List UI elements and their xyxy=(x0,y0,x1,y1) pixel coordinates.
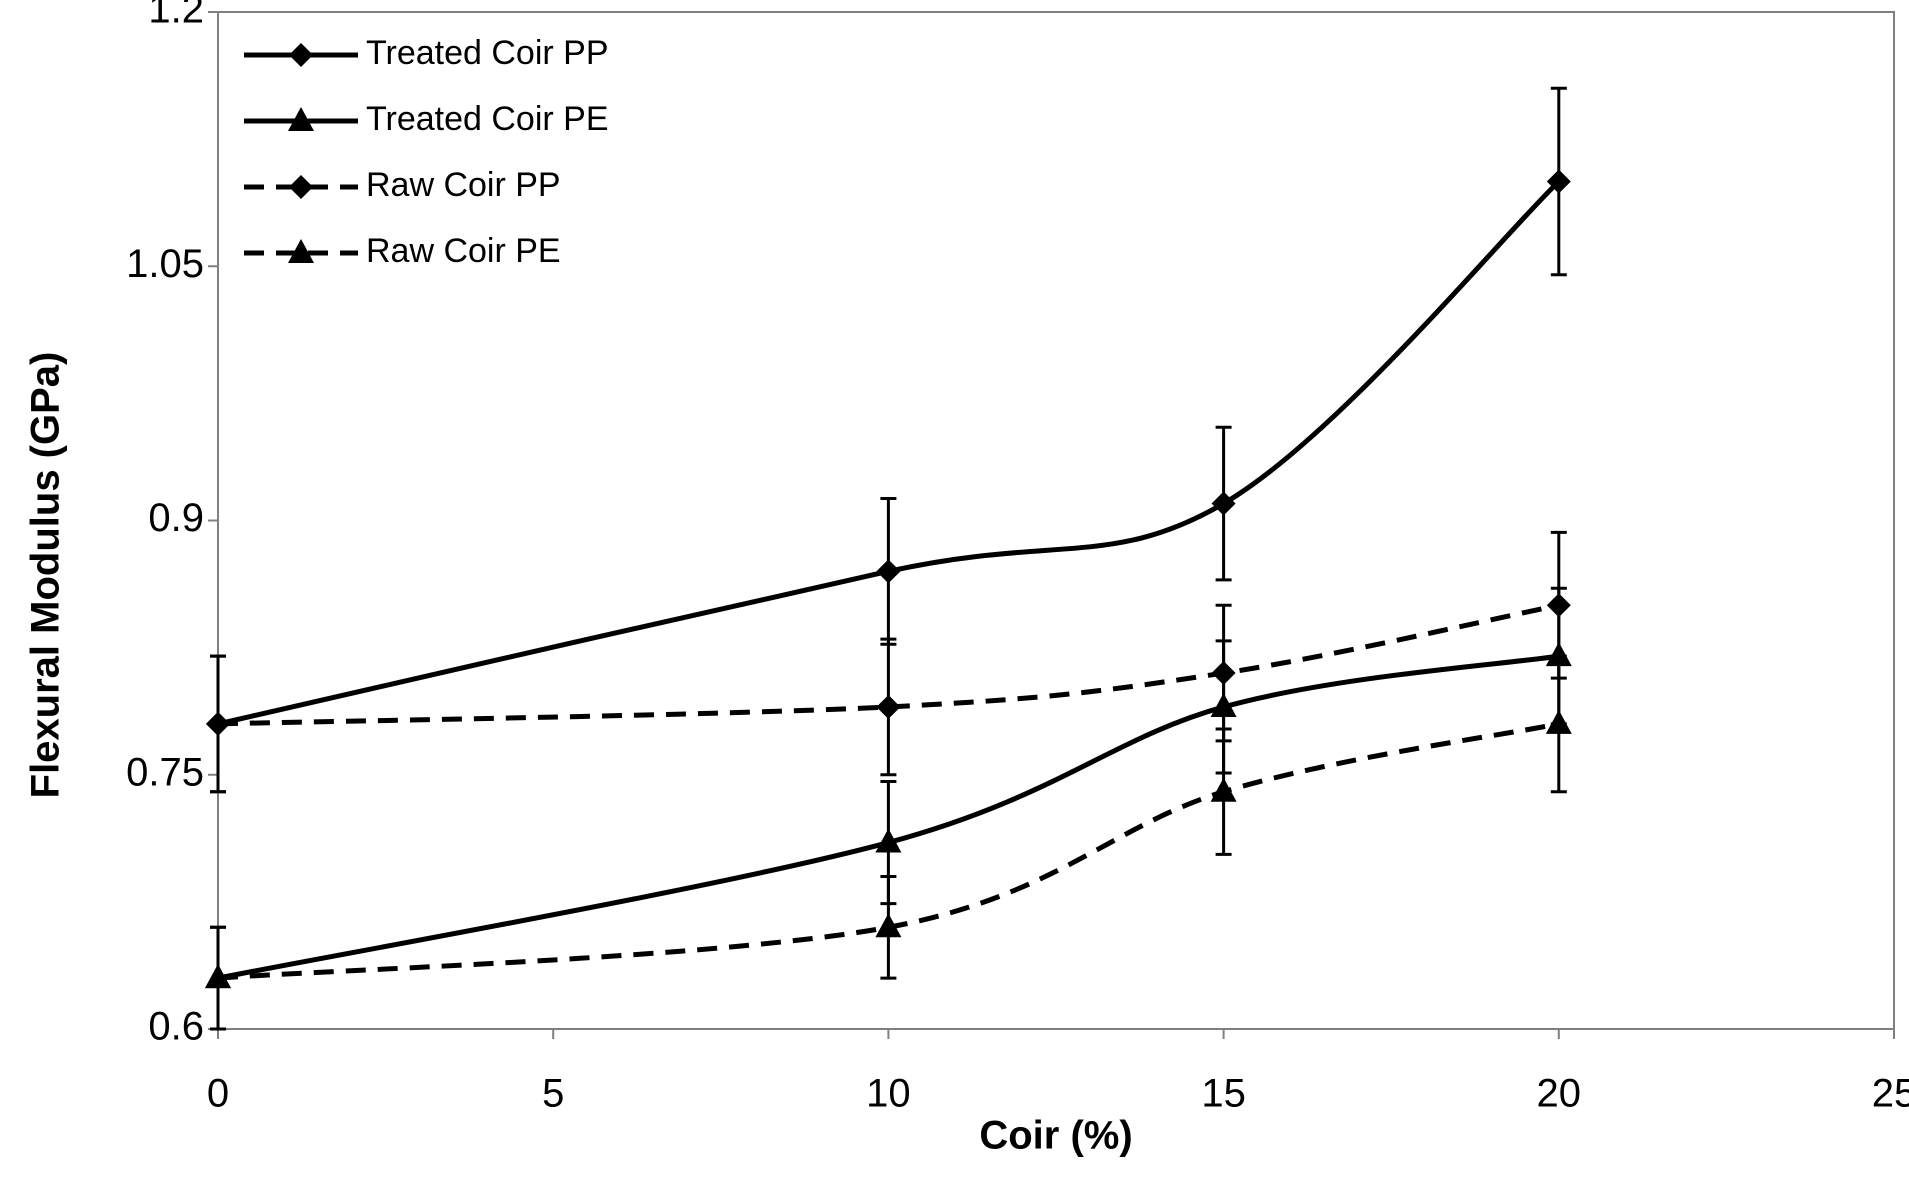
plot-frame xyxy=(217,11,1895,1030)
x-tick-label: 15 xyxy=(1201,1072,1246,1116)
legend-label: Treated Coir PE xyxy=(366,100,609,138)
x-tick-label: 5 xyxy=(542,1072,564,1116)
marker xyxy=(875,913,902,938)
series-line xyxy=(217,179,1561,727)
legend-marker xyxy=(289,43,313,67)
x-tick-label: 10 xyxy=(866,1072,911,1116)
legend-label: Treated Coir PP xyxy=(366,34,609,72)
legend-marker xyxy=(288,239,314,263)
legend-marker xyxy=(289,175,313,199)
x-tick-label: 0 xyxy=(207,1072,229,1116)
marker xyxy=(206,711,230,736)
y-tick-label: 0.6 xyxy=(148,1005,204,1049)
marker xyxy=(875,828,902,853)
marker xyxy=(1211,491,1236,516)
marker xyxy=(1210,777,1237,802)
series-line xyxy=(217,721,1560,981)
marker xyxy=(876,559,901,584)
y-tick-label: 0.75 xyxy=(126,750,204,794)
x-tick-label: 25 xyxy=(1872,1072,1909,1116)
y-tick-label: 1.05 xyxy=(126,242,204,286)
marker xyxy=(1546,169,1571,194)
legend-label: Raw Coir PE xyxy=(366,232,561,270)
marker xyxy=(876,694,901,719)
x-tick-label: 20 xyxy=(1537,1072,1582,1116)
marker xyxy=(1546,593,1571,618)
legend-marker xyxy=(288,107,314,131)
x-axis-title: Coir (%) xyxy=(979,1114,1132,1158)
marker xyxy=(1211,661,1236,686)
series-line xyxy=(217,602,1560,727)
series-line xyxy=(217,653,1560,981)
y-axis-title: Flexural Modulus (GPa) xyxy=(24,352,68,799)
y-tick-label: 0.9 xyxy=(148,496,204,540)
marker xyxy=(1545,709,1572,734)
y-tick-label: 1.2 xyxy=(148,0,204,32)
marker xyxy=(205,964,231,989)
legend-label: Raw Coir PP xyxy=(366,166,561,204)
